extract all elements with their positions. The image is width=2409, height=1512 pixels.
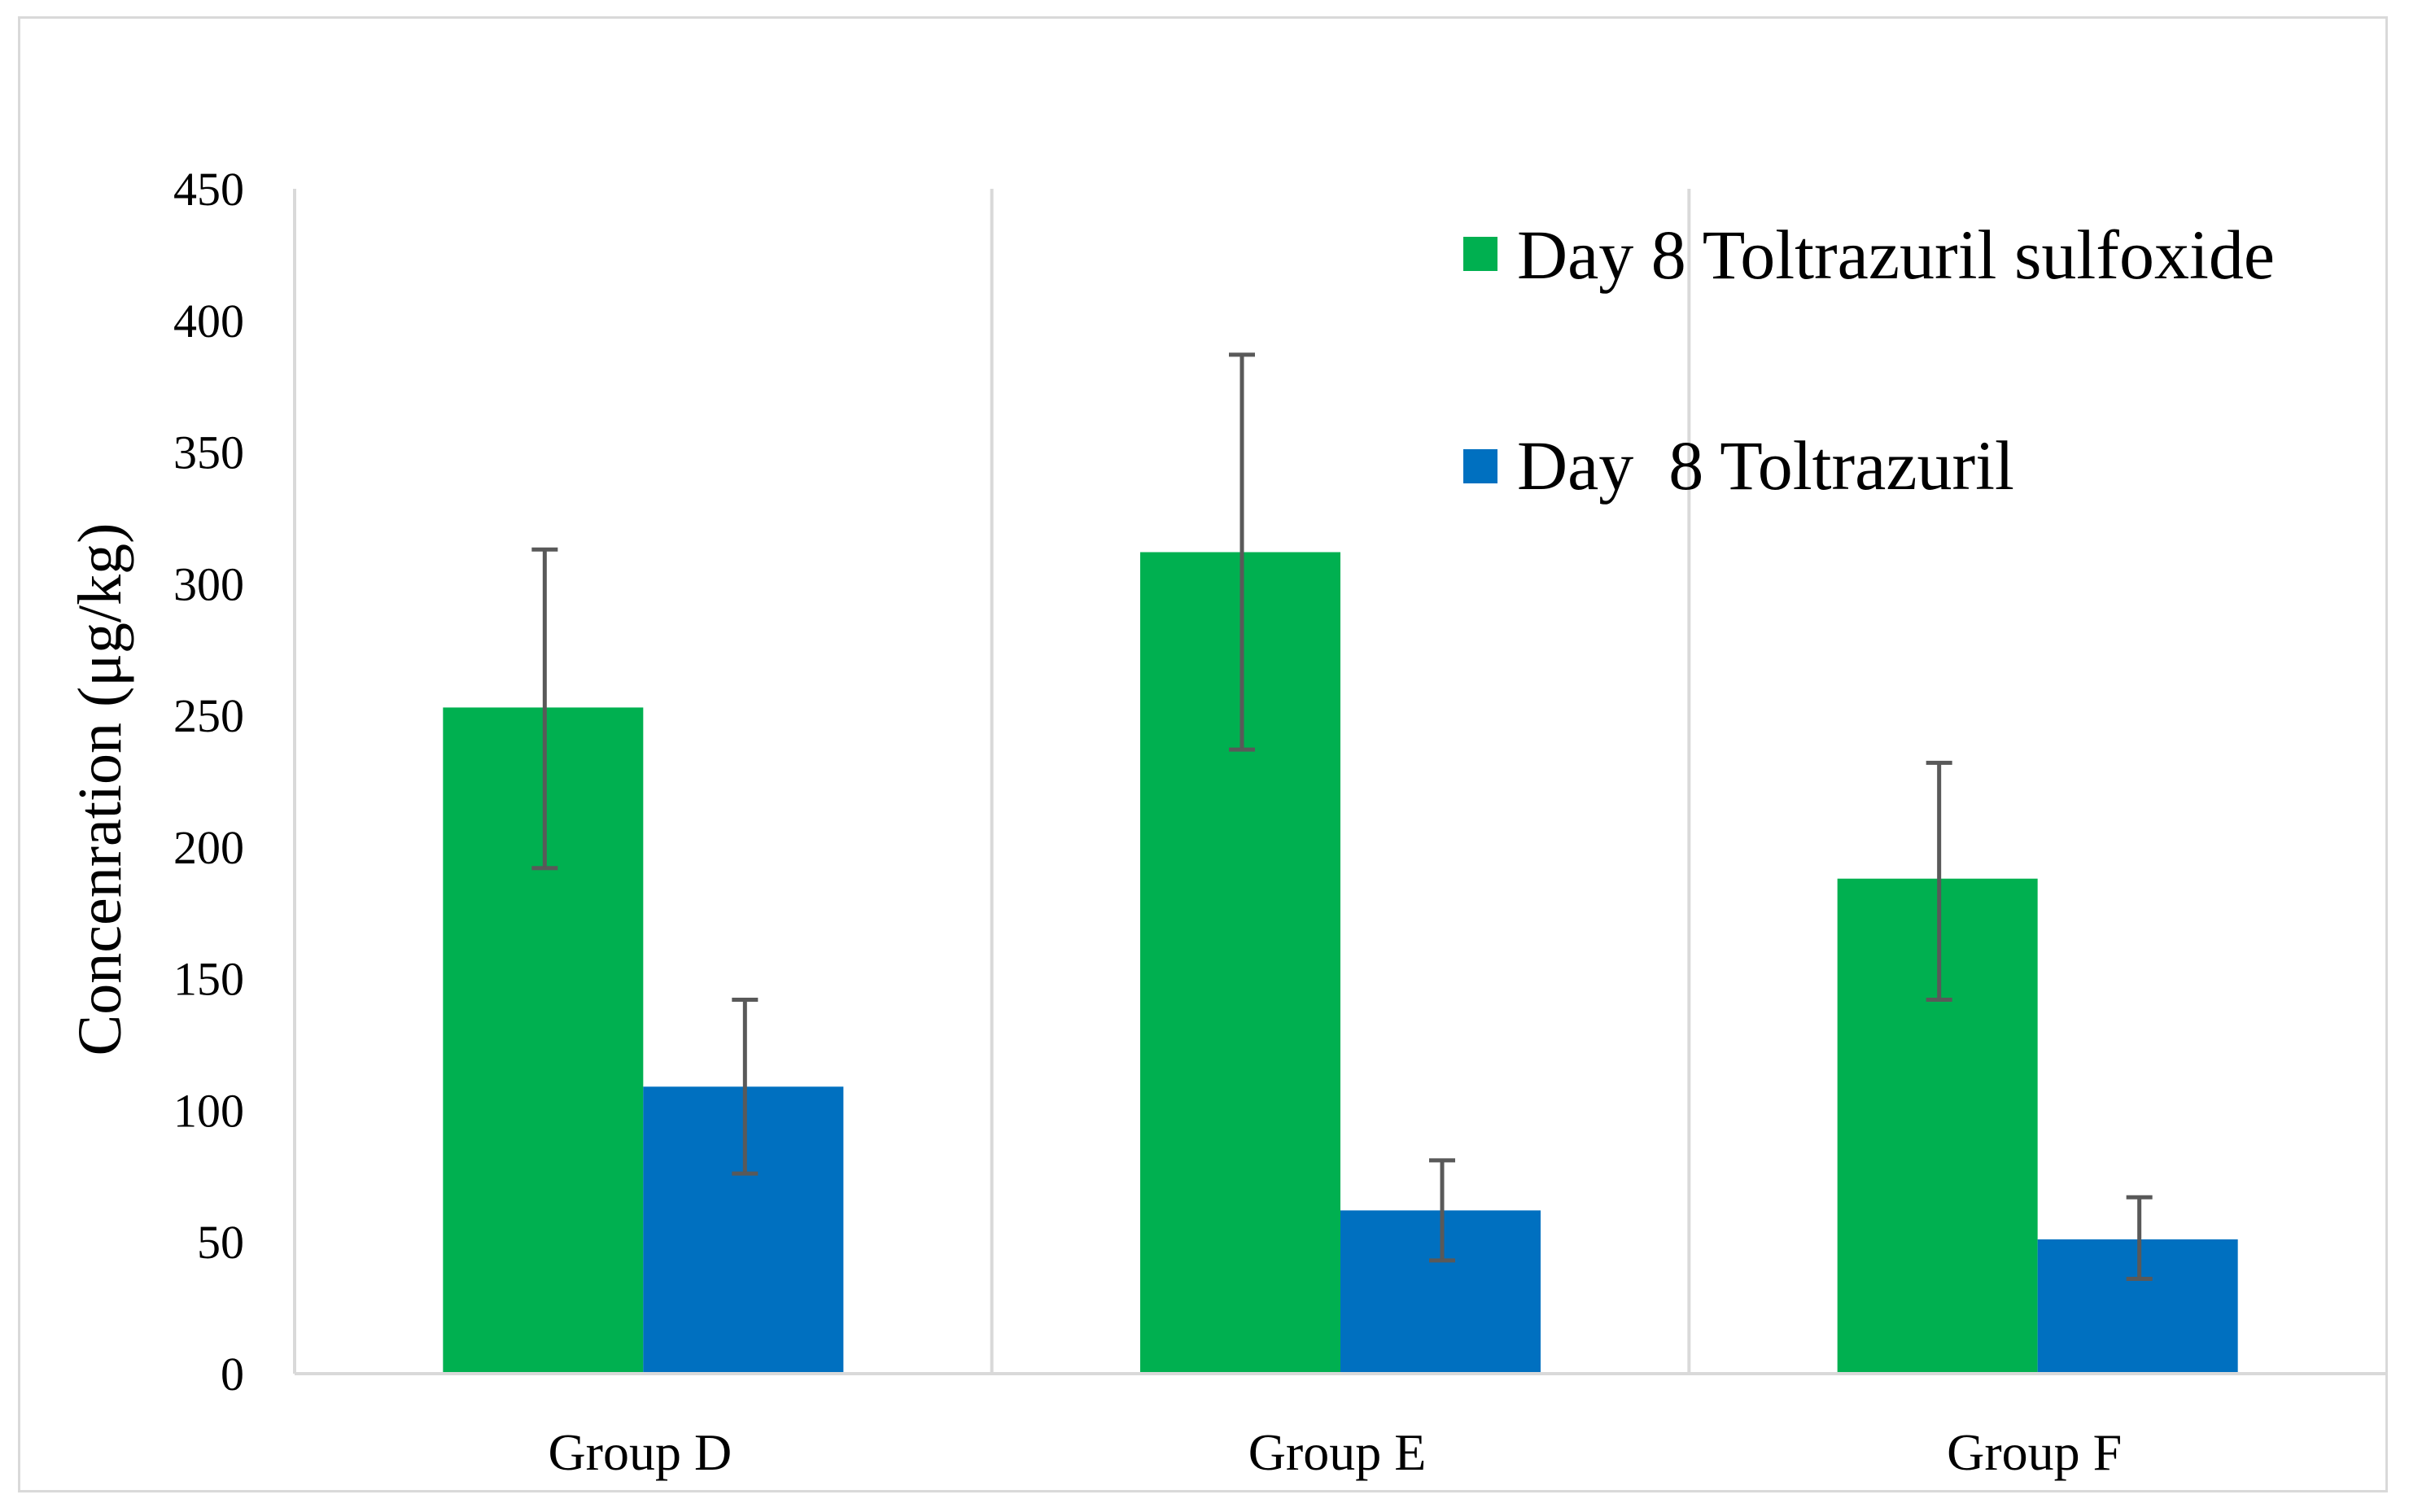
legend: Day 8 Toltrazuril sulfoxide Day 8 Toltra… — [1463, 216, 2275, 505]
x-tick-label-group-e: Group E — [1248, 1423, 1427, 1481]
legend-swatch-sulfoxide — [1463, 237, 1497, 271]
x-tick-label-group-f: Group F — [1947, 1423, 2122, 1481]
legend-swatch-toltrazuril — [1463, 449, 1497, 483]
error-bars-layer — [531, 352, 2153, 1282]
error-bar-group-e-series-1 — [1429, 1158, 1455, 1263]
y-tick-label-400: 400 — [173, 295, 244, 347]
labels-layer: 0 50 100 150 200 250 300 350 400 450 Group D Group … — [173, 163, 2122, 1481]
y-tick-label-100: 100 — [173, 1084, 244, 1137]
grid-layer — [293, 189, 1691, 1374]
y-tick-label-200: 200 — [173, 821, 244, 874]
y-tick-label-300: 300 — [173, 557, 244, 610]
y-tick-label-350: 350 — [173, 426, 244, 479]
error-bar-group-e-series-0 — [1229, 352, 1255, 752]
legend-label-sulfoxide: Day 8 Toltrazuril sulfoxide — [1517, 216, 2275, 294]
x-tick-label-group-d: Group D — [548, 1423, 732, 1481]
y-tick-label-250: 250 — [173, 689, 244, 742]
error-bar-group-d-series-0 — [531, 547, 558, 871]
y-tick-label-450: 450 — [173, 163, 244, 216]
error-bar-group-f-series-0 — [1926, 760, 1952, 1003]
error-bar-group-f-series-1 — [2126, 1195, 2153, 1282]
y-tick-label-150: 150 — [173, 953, 244, 1006]
legend-label-toltrazuril: Day 8 Toltrazuril — [1517, 426, 2014, 505]
y-tick-label-50: 50 — [197, 1216, 244, 1269]
bars-layer — [443, 552, 2238, 1374]
y-tick-label-0: 0 — [221, 1348, 244, 1401]
error-bar-group-d-series-1 — [732, 998, 759, 1176]
y-axis-label: Concenration (μg/kg) — [66, 523, 134, 1056]
